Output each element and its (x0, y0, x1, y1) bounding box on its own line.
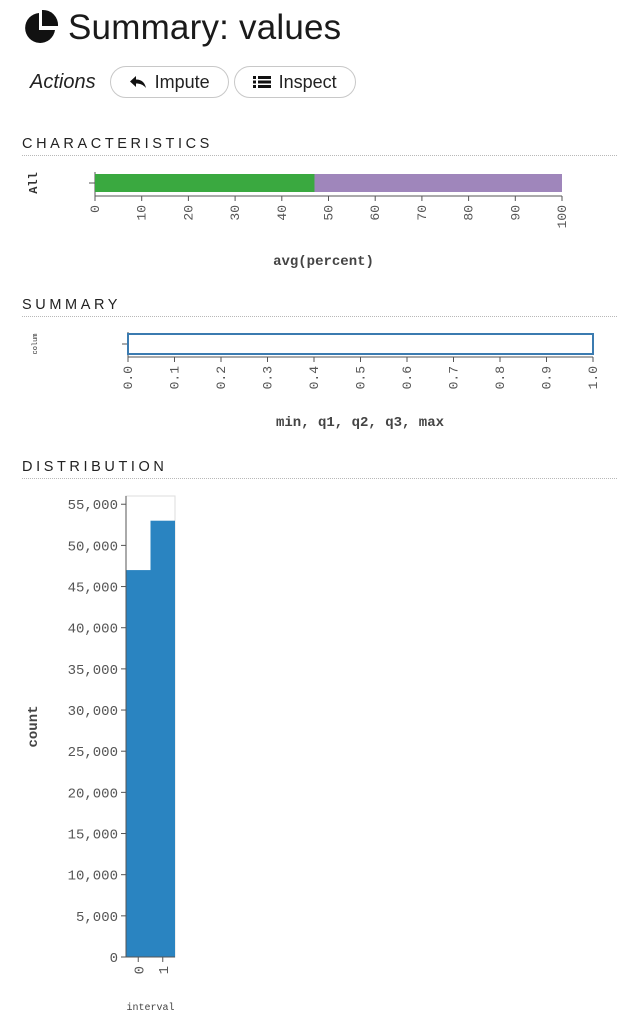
x-tick-label: 0.4 (307, 366, 322, 390)
y-tick-label: 30,000 (68, 704, 118, 720)
section-title-summary: SUMMARY (22, 297, 122, 313)
x-axis-title: interval (126, 1002, 174, 1014)
x-tick-label: 70 (415, 205, 430, 221)
reply-icon (129, 76, 146, 88)
y-tick-label: 35,000 (68, 663, 118, 679)
y-tick-label: 10,000 (68, 869, 118, 885)
y-category-label: All (27, 172, 41, 194)
x-tick-label: 1.0 (586, 366, 601, 389)
y-category-label: colum (32, 333, 40, 354)
y-tick-label: 0 (110, 951, 118, 967)
box-iqr (127, 333, 594, 355)
x-tick-label: 0.9 (540, 366, 555, 389)
section-title-distribution: DISTRIBUTION (22, 459, 168, 475)
x-tick-label: 10 (135, 205, 150, 221)
x-tick-label: 1 (157, 966, 173, 974)
x-tick-label: 30 (228, 205, 243, 221)
x-tick-label: 100 (555, 205, 570, 228)
y-tick-label: 55,000 (68, 498, 118, 514)
section-divider (22, 478, 617, 479)
x-tick-label: 0.3 (261, 366, 276, 389)
histogram-bar-0 (126, 570, 151, 957)
x-tick-label: 0 (132, 966, 148, 974)
pie-chart-icon (25, 9, 59, 43)
x-tick-label: 0.6 (400, 366, 415, 389)
x-tick-label: 90 (508, 205, 523, 221)
x-axis-title: avg(percent) (273, 254, 374, 270)
section-divider (22, 155, 617, 156)
x-axis-title: min, q1, q2, q3, max (276, 415, 445, 431)
impute-button-label: Impute (154, 71, 210, 92)
inspect-button-label: Inspect (278, 71, 337, 92)
x-tick-label: 80 (462, 205, 477, 221)
x-tick-label: 0.1 (168, 366, 183, 390)
histogram-bar-1 (150, 520, 175, 957)
x-tick-label: 0.0 (121, 366, 136, 389)
page-title: Summary: values (68, 8, 342, 47)
x-tick-label: 60 (368, 205, 383, 221)
x-tick-label: 0.2 (214, 366, 229, 389)
y-tick-label: 40,000 (68, 622, 118, 638)
list-icon (252, 76, 271, 88)
x-tick-label: 40 (275, 205, 290, 221)
y-axis-title: count (26, 705, 42, 747)
y-tick-label: 50,000 (68, 539, 118, 555)
x-tick-label: 0.5 (354, 366, 369, 389)
actions-label: Actions (30, 70, 96, 93)
page-header: Summary: values (22, 8, 341, 48)
x-tick-label: 0.7 (447, 366, 462, 389)
actions-bar: Actions Impute Inspect (30, 66, 361, 98)
y-tick-label: 45,000 (68, 581, 118, 597)
bar-segment-0 (95, 174, 315, 192)
y-tick-label: 20,000 (68, 786, 118, 802)
section-divider (22, 316, 617, 317)
bar-segment-1 (314, 174, 562, 192)
y-tick-label: 15,000 (68, 828, 118, 844)
section-title-characteristics: CHARACTERISTICS (22, 136, 213, 152)
y-tick-label: 5,000 (76, 910, 118, 926)
inspect-button[interactable]: Inspect (233, 66, 356, 98)
y-tick-label: 25,000 (68, 745, 118, 761)
impute-button[interactable]: Impute (109, 66, 229, 98)
x-tick-label: 0.8 (493, 366, 508, 389)
distribution-chart: 0 5,000 10,000 15,000 20,000 25,000 30,000 35,0… (26, 495, 176, 1014)
characteristics-chart: All 0 10 20 30 40 50 60 70 80 90 100 avg(percent) (27, 172, 570, 270)
x-tick-label: 50 (322, 205, 337, 221)
summary-chart: colum 0.0 0.1 0.2 0.3 0.4 0.5 0.6 0.7 0.8 0.9 1.0 mi… (32, 332, 601, 431)
x-tick-label: 20 (181, 205, 196, 221)
x-tick-label: 0 (88, 205, 103, 213)
